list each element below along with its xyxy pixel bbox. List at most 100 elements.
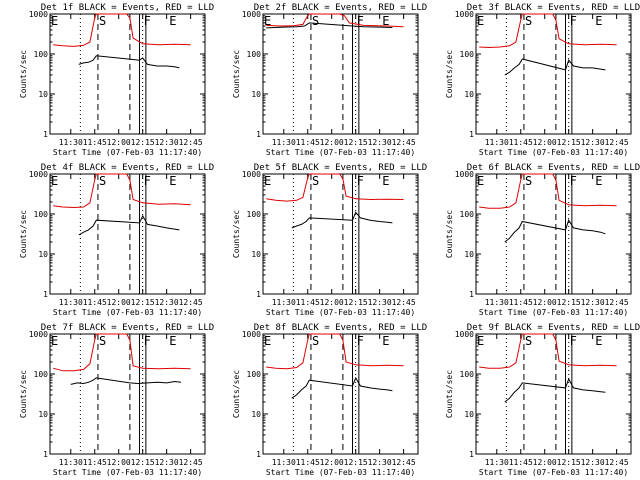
event-marker-label: F xyxy=(570,334,577,348)
x-tick-label: 12:30 xyxy=(155,458,179,467)
x-tick-label: 12:45 xyxy=(392,138,416,147)
x-axis-label: Start Time (07-Feb-03 11:17:40) xyxy=(53,468,202,477)
lld-series-line xyxy=(53,173,191,209)
chart-title: Det 7f BLACK = Events, RED = LLD xyxy=(41,323,214,333)
x-tick-label: 12:45 xyxy=(392,298,416,307)
x-tick-label: 12:45 xyxy=(179,138,203,147)
lld-series-line xyxy=(53,333,191,372)
y-tick-label: 1 xyxy=(43,130,48,139)
event-marker-label: E xyxy=(264,174,271,188)
event-marker-label: E xyxy=(51,334,58,348)
plot-frame xyxy=(262,333,419,455)
event-marker-label: S xyxy=(312,174,319,188)
plot-frame xyxy=(49,333,206,455)
event-marker-label: E xyxy=(169,14,176,28)
x-tick-label: 11:45 xyxy=(296,298,320,307)
event-marker-label: S xyxy=(525,14,532,28)
x-tick-label: 12:45 xyxy=(605,298,629,307)
event-marker-label: E xyxy=(477,334,484,348)
x-tick-label: 11:30 xyxy=(272,138,296,147)
y-tick-label: 1000 xyxy=(29,170,48,179)
event-marker-label: S xyxy=(99,174,106,188)
x-tick-label: 12:30 xyxy=(155,298,179,307)
y-axis-label: Counts/sec xyxy=(19,50,28,98)
x-tick-label: 11:45 xyxy=(509,298,533,307)
event-marker-label: E xyxy=(169,174,176,188)
x-tick-label: 11:30 xyxy=(485,138,509,147)
event-marker-label: S xyxy=(525,334,532,348)
y-tick-label: 100 xyxy=(460,210,475,219)
x-tick-label: 11:45 xyxy=(296,138,320,147)
y-tick-label: 10 xyxy=(251,410,261,419)
plot-frame xyxy=(262,13,419,135)
plot-frame xyxy=(475,333,632,455)
y-tick-label: 10 xyxy=(38,250,48,259)
x-tick-label: 12:15 xyxy=(131,298,155,307)
y-tick-label: 10 xyxy=(38,90,48,99)
x-tick-label: 12:00 xyxy=(107,138,131,147)
x-tick-label: 11:30 xyxy=(485,298,509,307)
x-tick-label: 11:30 xyxy=(272,298,296,307)
y-tick-label: 100 xyxy=(247,50,262,59)
lld-series-line xyxy=(266,13,404,28)
event-marker-label: S xyxy=(312,14,319,28)
y-tick-label: 1 xyxy=(469,290,474,299)
event-marker-label: F xyxy=(357,14,364,28)
x-tick-label: 12:45 xyxy=(392,458,416,467)
plot-frame xyxy=(475,13,632,135)
y-axis-label: Counts/sec xyxy=(445,50,454,98)
y-axis-label: Counts/sec xyxy=(445,370,454,418)
y-axis-label: Counts/sec xyxy=(232,50,241,98)
x-tick-label: 12:00 xyxy=(533,138,557,147)
event-marker-label: F xyxy=(144,334,151,348)
y-tick-label: 1 xyxy=(256,290,261,299)
event-marker-label: F xyxy=(144,174,151,188)
events-series-line xyxy=(291,211,393,229)
events-series-line xyxy=(70,377,182,385)
x-tick-label: 12:00 xyxy=(107,458,131,467)
y-axis-label: Counts/sec xyxy=(445,210,454,258)
x-tick-label: 11:45 xyxy=(509,458,533,467)
x-tick-label: 11:30 xyxy=(59,458,83,467)
y-axis-label: Counts/sec xyxy=(19,210,28,258)
x-tick-label: 12:15 xyxy=(557,458,581,467)
x-tick-label: 11:45 xyxy=(509,138,533,147)
y-tick-label: 1000 xyxy=(455,170,474,179)
x-axis-label: Start Time (07-Feb-03 11:17:40) xyxy=(266,308,415,317)
y-tick-label: 10 xyxy=(251,250,261,259)
y-tick-label: 1000 xyxy=(455,10,474,19)
event-marker-label: F xyxy=(144,14,151,28)
plot-frame xyxy=(49,13,206,135)
event-marker-label: F xyxy=(570,14,577,28)
event-marker-label: E xyxy=(595,334,602,348)
x-tick-label: 12:00 xyxy=(320,138,344,147)
x-tick-label: 12:15 xyxy=(131,458,155,467)
lld-series-line xyxy=(479,173,617,209)
x-axis-label: Start Time (07-Feb-03 11:17:40) xyxy=(479,468,628,477)
x-tick-label: 12:15 xyxy=(557,298,581,307)
x-tick-label: 12:30 xyxy=(581,458,605,467)
y-tick-label: 10 xyxy=(464,410,474,419)
event-marker-label: E xyxy=(264,334,271,348)
event-marker-label: E xyxy=(51,174,58,188)
events-series-line xyxy=(504,219,606,243)
event-marker-label: E xyxy=(477,14,484,28)
event-marker-label: E xyxy=(382,14,389,28)
y-tick-label: 1 xyxy=(43,450,48,459)
y-tick-label: 100 xyxy=(34,50,49,59)
y-tick-label: 100 xyxy=(247,210,262,219)
events-series-line xyxy=(504,377,606,403)
x-axis-label: Start Time (07-Feb-03 11:17:40) xyxy=(479,148,628,157)
y-tick-label: 1000 xyxy=(242,330,261,339)
x-tick-label: 11:45 xyxy=(83,298,107,307)
chart-title: Det 2f BLACK = Events, RED = LLD xyxy=(254,3,427,13)
lld-series-line xyxy=(479,13,617,49)
x-tick-label: 12:15 xyxy=(344,458,368,467)
event-marker-label: F xyxy=(357,174,364,188)
y-tick-label: 100 xyxy=(460,370,475,379)
x-axis-label: Start Time (07-Feb-03 11:17:40) xyxy=(266,148,415,157)
